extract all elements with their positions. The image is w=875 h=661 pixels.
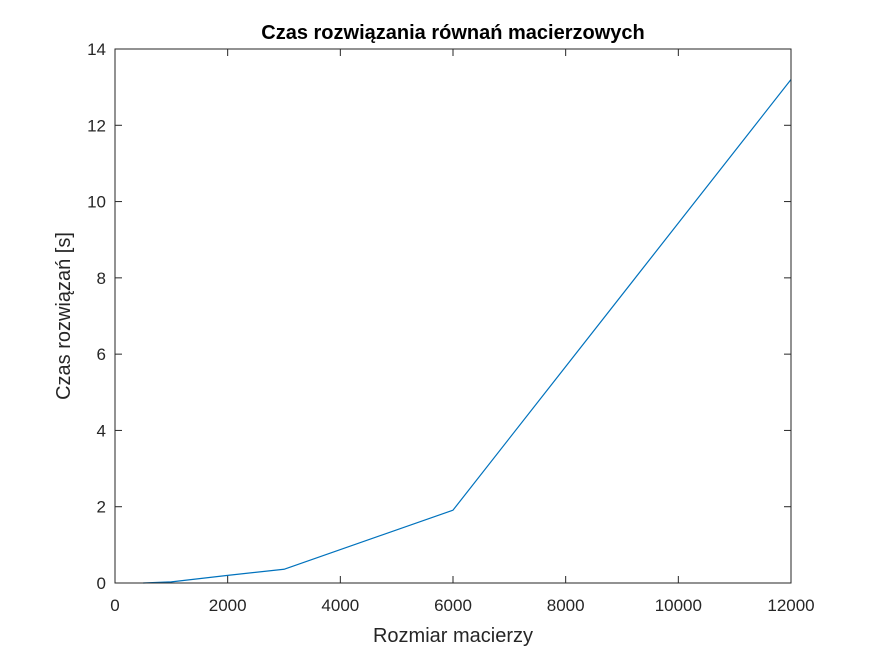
x-tick-label: 0 xyxy=(110,596,119,615)
x-tick-label: 4000 xyxy=(321,596,359,615)
x-tick-label: 8000 xyxy=(547,596,585,615)
chart-title: Czas rozwiązania równań macierzowych xyxy=(261,22,644,44)
plot-area-background xyxy=(115,49,791,583)
y-axis-label: Czas rozwiązań [s] xyxy=(53,232,75,400)
y-tick-label: 8 xyxy=(97,269,106,288)
series-line-0 xyxy=(143,79,792,584)
y-tick-label: 12 xyxy=(87,116,106,135)
x-tick-label: 12000 xyxy=(767,596,814,615)
x-tick-label: 6000 xyxy=(434,596,472,615)
y-tick-label: 10 xyxy=(87,193,106,212)
y-tick-label: 2 xyxy=(97,498,106,517)
y-tick-label: 0 xyxy=(97,574,106,593)
x-tick-label: 10000 xyxy=(655,596,702,615)
x-axis-label: Rozmiar macierzy xyxy=(373,625,533,647)
y-tick-label: 14 xyxy=(87,40,106,59)
series-layer xyxy=(143,79,792,584)
y-tick-label: 6 xyxy=(97,345,106,364)
x-tick-label: 2000 xyxy=(209,596,247,615)
axes-layer: 0 2000 4000 6000 8000 10000 12000 0 2 4 6 8 10 12 14 xyxy=(87,40,815,615)
y-tick-label: 4 xyxy=(97,421,106,440)
